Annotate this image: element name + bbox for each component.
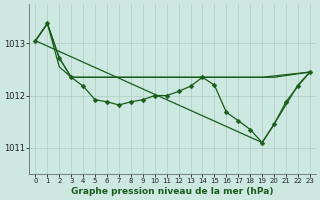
X-axis label: Graphe pression niveau de la mer (hPa): Graphe pression niveau de la mer (hPa) bbox=[71, 187, 274, 196]
